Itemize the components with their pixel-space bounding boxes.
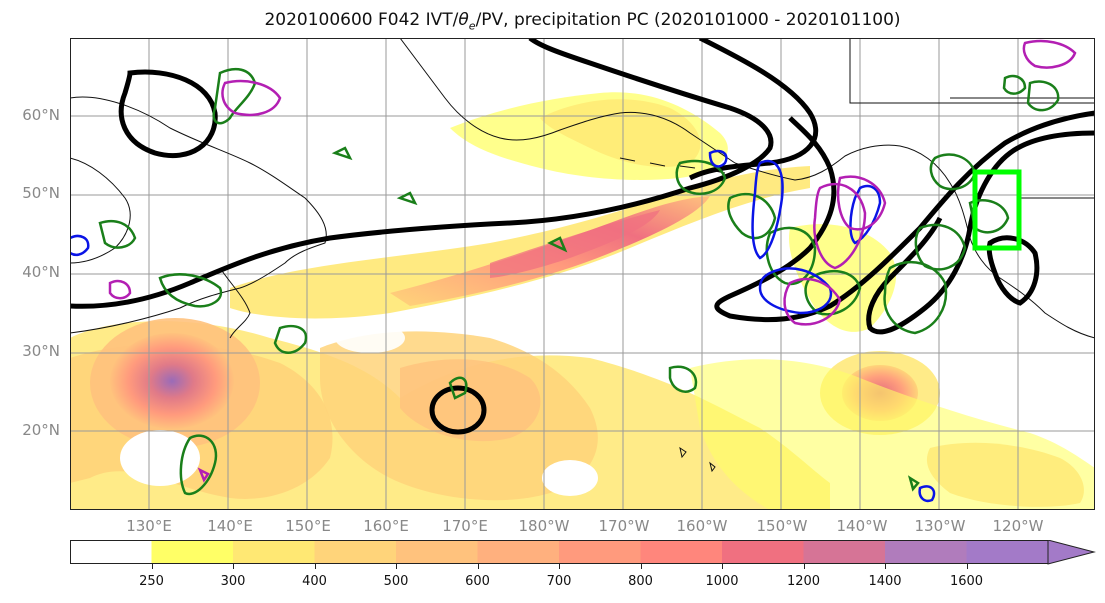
blue-contours [69, 149, 936, 503]
colorbar-segment [151, 540, 234, 564]
magenta-contours [108, 39, 1077, 483]
colorbar-tick-label: 400 [302, 574, 327, 589]
colorbar [70, 539, 1100, 600]
colorbar-segment [314, 540, 397, 564]
lat-label-20n: 20°N [22, 421, 60, 439]
colorbar-tick-mark [722, 564, 723, 569]
ivt-fill [70, 92, 1095, 510]
colorbar-tick-mark [151, 564, 153, 569]
colorbar-segment [233, 540, 316, 564]
colorbar-tick-mark [640, 564, 642, 569]
colorbar-svg [70, 539, 1096, 565]
lon-label-150w: 150°W [756, 517, 808, 535]
colorbar-segment [885, 540, 968, 564]
colorbar-tick-mark [559, 564, 560, 569]
map-frame [70, 38, 1095, 510]
theta-e-contours [69, 35, 1096, 435]
lat-label-50n: 50°N [22, 184, 60, 202]
lon-label-130e: 130°E [126, 517, 172, 535]
colorbar-tick-label: 250 [139, 574, 164, 589]
lon-label-170w: 170°W [598, 517, 650, 535]
colorbar-tick-mark [885, 564, 886, 569]
lon-label-130w: 130°W [914, 517, 966, 535]
colorbar-tick-mark [233, 564, 234, 569]
lon-label-180w: 180°W [518, 517, 570, 535]
colorbar-segment [559, 540, 642, 564]
colorbar-segment [803, 540, 886, 564]
lat-label-30n: 30°N [22, 342, 60, 360]
colorbar-extend-arrow [1047, 539, 1096, 565]
map-title: 2020100600 F042 IVT/θe/PV, precipitation… [264, 10, 901, 33]
colorbar-segment [396, 540, 479, 564]
colorbar-tick-mark [396, 564, 397, 569]
colorbar-tick-label: 700 [546, 574, 572, 589]
lon-label-160e: 160°E [363, 517, 409, 535]
colorbar-tick-label: 1400 [868, 574, 902, 589]
lon-label-150e: 150°E [285, 517, 331, 535]
lat-label-60n: 60°N [22, 106, 60, 124]
colorbar-tick-label: 1000 [705, 574, 739, 589]
colorbar-segment [722, 540, 805, 564]
colorbar-segment [477, 540, 560, 564]
colorbar-tick-mark [477, 564, 479, 569]
colorbar-tick-label: 1600 [949, 574, 984, 589]
colorbar-tick-label: 600 [465, 574, 490, 589]
colorbar-tick-label: 500 [383, 574, 409, 589]
lon-label-140w: 140°W [836, 517, 888, 535]
colorbar-segment [640, 540, 723, 564]
region-highlight-box [972, 169, 1022, 251]
lon-label-170e: 170°E [442, 517, 488, 535]
lat-label-40n: 40°N [22, 263, 60, 281]
gridlines [70, 38, 1095, 510]
colorbar-tick-mark [314, 564, 316, 569]
colorbar-segment [70, 540, 153, 564]
colorbar-tick-mark [803, 564, 805, 569]
colorbar-segment [966, 540, 1050, 564]
lon-label-140e: 140°E [207, 517, 253, 535]
map-panel [69, 35, 1096, 510]
colorbar-tick-label: 1200 [786, 574, 821, 589]
colorbar-outline [70, 540, 1048, 564]
map-svg [69, 35, 1096, 510]
lon-label-160w: 160°W [676, 517, 728, 535]
colorbar-tick-label: 800 [628, 574, 653, 589]
coastlines [69, 37, 1096, 473]
colorbar-tick-mark [966, 564, 968, 569]
lon-label-120w: 120°W [992, 517, 1044, 535]
green-contours [98, 67, 1060, 496]
colorbar-tick-label: 300 [220, 574, 246, 589]
